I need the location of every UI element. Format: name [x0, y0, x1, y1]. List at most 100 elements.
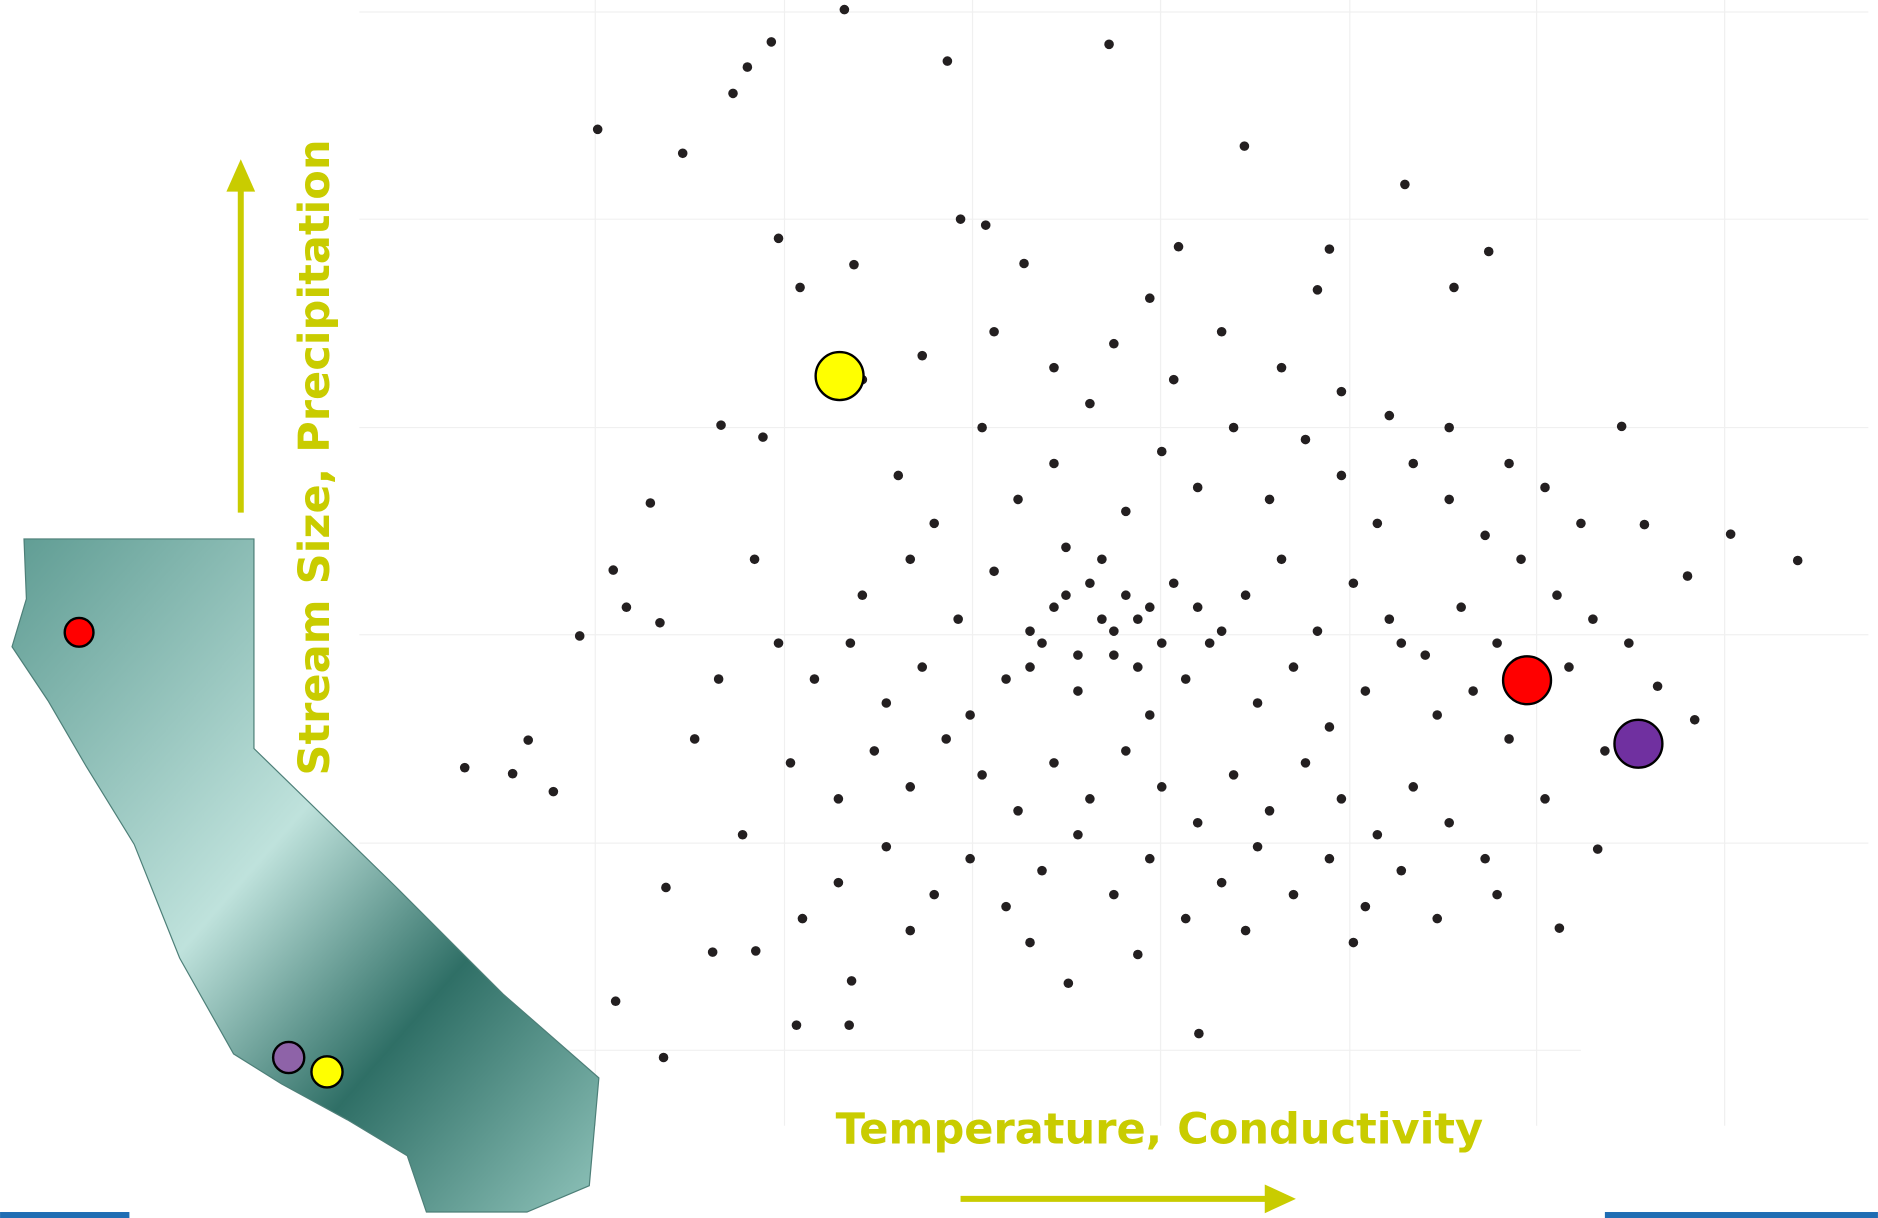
point — [943, 56, 953, 66]
point — [1013, 495, 1023, 505]
point — [858, 590, 868, 600]
point — [905, 555, 915, 565]
point — [786, 758, 796, 768]
point — [716, 420, 726, 430]
map-marker — [273, 1042, 304, 1073]
point — [1484, 247, 1494, 257]
point — [849, 260, 859, 270]
point — [1193, 818, 1203, 828]
point — [743, 62, 753, 72]
map-marker — [311, 1056, 342, 1087]
point — [1325, 244, 1335, 254]
point — [977, 423, 987, 433]
point — [1073, 650, 1083, 660]
point — [1265, 806, 1275, 816]
point — [917, 351, 927, 361]
point — [767, 37, 777, 47]
point — [1145, 854, 1155, 864]
slide: Temperature, Conductivity Stream Size, P… — [0, 0, 1878, 1218]
point — [1097, 555, 1107, 565]
point — [1121, 746, 1131, 756]
point — [917, 662, 927, 672]
footer-bar — [0, 1212, 129, 1218]
point — [1194, 1029, 1204, 1039]
point — [1373, 830, 1383, 840]
point — [1552, 590, 1562, 600]
point — [989, 327, 999, 337]
point — [893, 471, 903, 481]
point — [1133, 950, 1143, 960]
point — [1349, 938, 1359, 948]
point — [1408, 782, 1418, 792]
point — [774, 638, 784, 648]
point — [1593, 844, 1603, 854]
point — [1456, 602, 1466, 612]
point — [1133, 662, 1143, 672]
point — [1157, 638, 1167, 648]
point — [1540, 483, 1550, 493]
point — [1019, 259, 1029, 269]
point — [1073, 830, 1083, 840]
point — [1097, 614, 1107, 624]
page: {"chart_data": {"type": "scatter", "x_la… — [0, 0, 1878, 1218]
point — [1793, 556, 1803, 566]
point — [738, 830, 748, 840]
point — [1726, 529, 1736, 539]
point — [1385, 411, 1395, 421]
point — [1325, 854, 1335, 864]
plot — [460, 5, 1803, 1063]
point — [1025, 662, 1035, 672]
point — [661, 883, 671, 893]
point — [1133, 614, 1143, 624]
point — [1085, 399, 1095, 409]
point — [1349, 578, 1359, 588]
point — [508, 769, 518, 779]
point — [523, 735, 533, 745]
point — [549, 787, 559, 797]
point — [810, 674, 820, 684]
point — [1432, 710, 1442, 720]
point — [1373, 519, 1383, 529]
point — [1229, 423, 1239, 433]
point — [1037, 638, 1047, 648]
point — [1109, 890, 1119, 900]
point — [1289, 662, 1299, 672]
point — [714, 674, 724, 684]
point — [1361, 902, 1371, 912]
point — [795, 283, 805, 293]
point — [1516, 555, 1526, 565]
point — [690, 734, 700, 744]
point — [1564, 662, 1574, 672]
point — [792, 1020, 802, 1030]
point — [1109, 626, 1119, 636]
point — [882, 842, 892, 852]
point — [1396, 638, 1406, 648]
point — [1049, 602, 1059, 612]
point — [1157, 782, 1167, 792]
point — [905, 926, 915, 936]
point — [1653, 681, 1663, 691]
point — [1064, 978, 1074, 988]
point — [1400, 180, 1410, 190]
point — [1205, 638, 1215, 648]
point — [1253, 698, 1263, 708]
point — [758, 432, 768, 442]
point — [1624, 638, 1634, 648]
point — [1408, 459, 1418, 469]
point — [1468, 686, 1478, 696]
point — [1555, 923, 1565, 933]
point — [1037, 866, 1047, 876]
point — [834, 878, 844, 888]
point — [989, 566, 999, 576]
point — [611, 996, 621, 1006]
point — [1600, 746, 1610, 756]
point — [1193, 483, 1203, 493]
point — [1444, 818, 1454, 828]
point — [1492, 638, 1502, 648]
point — [678, 149, 688, 159]
point — [956, 214, 966, 224]
point — [774, 234, 784, 244]
point — [953, 614, 963, 624]
point — [1277, 555, 1287, 565]
point — [1277, 363, 1287, 373]
